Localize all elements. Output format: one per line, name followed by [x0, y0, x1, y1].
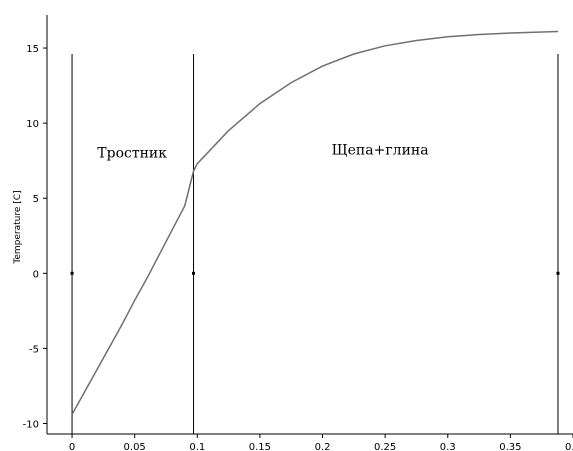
x-tick-label: 0.15: [249, 442, 271, 451]
layer-label: Щепа+глина: [332, 143, 429, 159]
axes-frame: [46, 15, 573, 435]
y-tick-label: 10: [26, 119, 39, 130]
y-axis-ticks: -10 -5 0 5 10 15: [23, 44, 47, 430]
x-tick-label: 0.3: [440, 442, 456, 451]
y-tick-label: 0: [33, 269, 39, 280]
x-axis-ticks: 0 0.05 0.1 0.15 0.2 0.25 0.3 0.35 0.4: [69, 434, 573, 451]
zero-marker: [556, 271, 560, 275]
y-tick-label: 5: [33, 194, 39, 205]
x-tick-label: 0.1: [189, 442, 205, 451]
y-tick-label: 15: [26, 44, 39, 55]
layer-boundaries: [71, 54, 559, 434]
zero-markers: [70, 271, 560, 275]
x-tick-label: 0.35: [499, 442, 521, 451]
x-tick-label: 0: [69, 442, 75, 451]
y-tick-label: -5: [29, 344, 39, 355]
temperature-curve: [71, 30, 559, 415]
layer-label: Тростник: [97, 146, 167, 162]
x-tick-label: 0.25: [374, 442, 396, 451]
y-tick-label: -10: [23, 419, 39, 430]
x-tick-label: 0.4: [565, 442, 573, 451]
series-group: [71, 30, 559, 415]
annotations: Тростник Щепа+глина: [97, 143, 428, 162]
x-tick-label: 0.05: [124, 442, 146, 451]
y-axis-title: Temperature [C]: [13, 190, 23, 264]
x-tick-label: 0.2: [315, 442, 331, 451]
zero-marker: [192, 271, 196, 275]
zero-marker: [70, 271, 74, 275]
